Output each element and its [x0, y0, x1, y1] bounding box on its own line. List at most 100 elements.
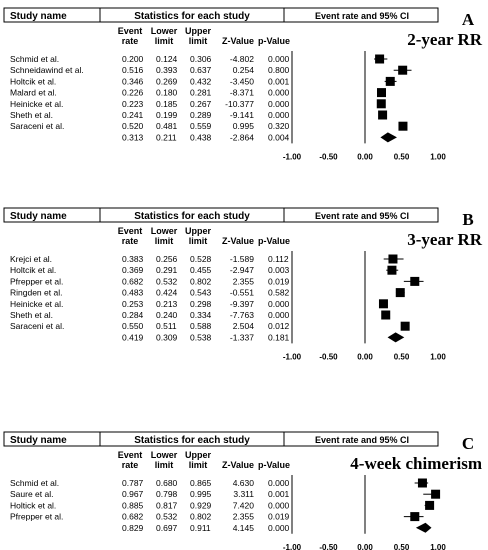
z-value-header: Z-Value — [222, 460, 254, 470]
lower-limit-value: 0.680 — [156, 478, 178, 488]
x-tick-label: -0.50 — [319, 543, 338, 550]
x-tick-label: 1.00 — [430, 152, 446, 161]
lower-limit-value: 0.532 — [156, 276, 178, 286]
z-value: 0.254 — [233, 65, 255, 75]
study-name: Holtcik et al. — [10, 76, 56, 86]
study-name: Heinicke et al. — [10, 99, 63, 109]
z-value: -9.397 — [230, 299, 254, 309]
effect-square — [387, 265, 397, 275]
lower-limit-header: Lower limit — [151, 226, 178, 246]
z-value-header: Z-Value — [222, 36, 254, 46]
z-value: 2.355 — [233, 512, 255, 522]
plot-header: Event rate and 95% CI — [315, 211, 409, 221]
lower-limit-value: 0.532 — [156, 512, 178, 522]
effect-square — [410, 512, 420, 522]
effect-square — [378, 110, 388, 120]
study-name: Heinicke et al. — [10, 299, 63, 309]
plot-header-box — [283, 207, 439, 223]
study-name: Ringden et al. — [10, 288, 62, 298]
p-value: 0.012 — [268, 321, 290, 331]
x-tick-label: 0.50 — [394, 543, 410, 550]
event-rate-value: 0.284 — [122, 310, 144, 320]
study-row: Pfrepper et al. 0.682 0.532 0.802 2.355 0.019 — [10, 512, 424, 522]
study-name: Holtcik et al. — [10, 265, 56, 275]
summary-diamond — [387, 332, 405, 343]
x-tick-label: 0.50 — [394, 152, 410, 161]
p-value: 0.001 — [268, 489, 290, 499]
lower-limit-value: 0.211 — [156, 132, 177, 142]
study-row: Ringden et al. 0.483 0.424 0.543 -0.551 0.582 — [10, 288, 405, 298]
lower-limit-value: 0.817 — [156, 500, 178, 510]
study-name: Sheth et al. — [10, 310, 53, 320]
lower-limit-value: 0.256 — [156, 254, 178, 264]
x-tick-label: -0.50 — [319, 152, 338, 161]
study-name: Holtick et al. — [10, 500, 56, 510]
upper-limit-value: 0.802 — [190, 512, 212, 522]
x-tick-label: 0.50 — [394, 352, 410, 361]
stats-header: Statistics for each study — [134, 211, 250, 222]
upper-limit-value: 0.438 — [190, 132, 212, 142]
effect-square — [385, 76, 395, 86]
p-value: 0.320 — [268, 121, 290, 131]
study-row: Malard et al. 0.226 0.180 0.281 -8.371 0.000 — [10, 88, 386, 98]
upper-limit-value: 0.538 — [190, 332, 212, 342]
lower-limit-value: 0.124 — [156, 54, 178, 64]
study-row: Saraceni et al. 0.550 0.511 0.588 2.504 0.012 — [10, 321, 410, 331]
event-rate-header: Event rate — [118, 450, 143, 470]
x-tick-label: 1.00 — [430, 352, 446, 361]
lower-limit-value: 0.291 — [156, 265, 178, 275]
panel-letter: B — [462, 210, 473, 229]
event-rate-value: 0.682 — [122, 512, 144, 522]
p-value: 0.000 — [268, 299, 290, 309]
event-rate-value: 0.520 — [122, 121, 144, 131]
panel-letter: A — [462, 10, 475, 29]
p-value: 0.000 — [268, 523, 290, 533]
p-value: 0.004 — [268, 132, 290, 142]
x-tick-label: 0.00 — [357, 152, 373, 161]
x-tick-label: 0.00 — [357, 352, 373, 361]
study-name: Sheth et al. — [10, 110, 53, 120]
event-rate-value: 0.787 — [122, 478, 144, 488]
lower-limit-value: 0.199 — [156, 110, 178, 120]
study-name: Pfrepper et al. — [10, 512, 63, 522]
upper-limit-value: 0.528 — [190, 254, 212, 264]
study-name: Saraceni et al. — [10, 321, 64, 331]
study-name: Schneidawind et al. — [10, 65, 84, 75]
plot-header-box — [283, 431, 439, 447]
lower-limit-value: 0.180 — [156, 88, 178, 98]
upper-limit-value: 0.289 — [190, 110, 212, 120]
effect-square — [425, 500, 435, 510]
z-value: -2.864 — [230, 132, 254, 142]
upper-limit-value: 0.543 — [190, 288, 212, 298]
z-value: -7.763 — [230, 310, 254, 320]
z-value: 4.145 — [233, 523, 255, 533]
z-value: -1.589 — [230, 254, 254, 264]
event-rate-value: 0.516 — [122, 65, 144, 75]
z-value: -8.371 — [230, 88, 254, 98]
study-name: Malard et al. — [10, 88, 57, 98]
study-row: Pfrepper et al. 0.682 0.532 0.802 2.355 0.019 — [10, 276, 424, 286]
upper-limit-header: Upper limit — [185, 26, 212, 46]
plot-header: Event rate and 95% CI — [315, 11, 409, 21]
z-value: -0.551 — [230, 288, 254, 298]
p-value-header: p-Value — [258, 460, 290, 470]
effect-square — [395, 288, 405, 298]
x-tick-label: -1.00 — [283, 543, 302, 550]
lower-limit-value: 0.240 — [156, 310, 178, 320]
study-row: Schmid et al. 0.200 0.124 0.306 -4.802 0.000 — [10, 54, 388, 64]
p-value: 0.019 — [268, 512, 290, 522]
upper-limit-value: 0.802 — [190, 276, 212, 286]
study-row: Schmid et al. 0.787 0.680 0.865 4.630 0.000 — [10, 478, 429, 488]
p-value: 0.000 — [268, 88, 290, 98]
effect-square — [400, 321, 410, 331]
lower-limit-value: 0.697 — [156, 523, 178, 533]
p-value: 0.000 — [268, 500, 290, 510]
x-tick-label: 0.00 — [357, 543, 373, 550]
study-name: Krejci et al. — [10, 254, 52, 264]
p-value: 0.800 — [268, 65, 290, 75]
stats-header: Statistics for each study — [134, 435, 250, 446]
p-value: 0.019 — [268, 276, 290, 286]
plot-header: Event rate and 95% CI — [315, 435, 409, 445]
study-row: Heinicke et al. 0.253 0.213 0.298 -9.397 0.00… — [10, 299, 388, 309]
